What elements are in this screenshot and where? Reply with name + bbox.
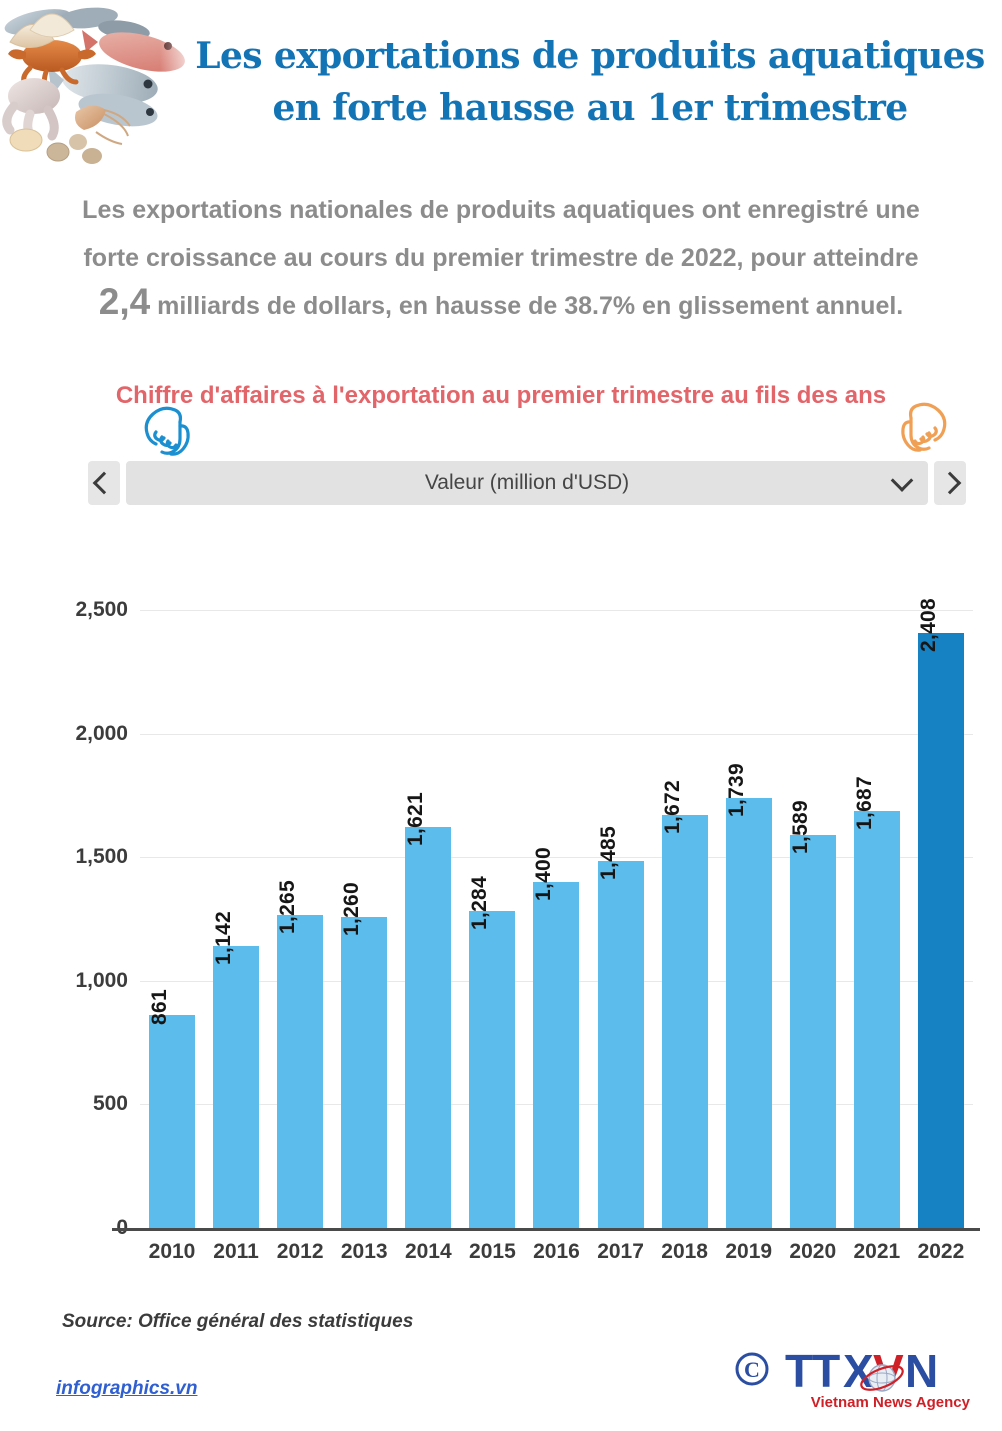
bar[interactable] bbox=[661, 814, 708, 1228]
bar-slot[interactable]: 1,265 bbox=[268, 610, 332, 1228]
gridline bbox=[140, 610, 973, 611]
x-axis-tick-label: 2011 bbox=[213, 1240, 259, 1263]
bar-value-label: 1,739 bbox=[724, 763, 748, 818]
bar[interactable] bbox=[405, 827, 452, 1228]
site-link[interactable]: infographics.vn bbox=[56, 1378, 198, 1399]
bar-slot[interactable]: 1,284 bbox=[460, 610, 524, 1228]
bar[interactable] bbox=[469, 910, 516, 1228]
seafood-photo bbox=[0, 0, 200, 168]
bar-value-label: 1,485 bbox=[596, 825, 620, 880]
chart-bars: 861 1,142 1,265 1,260 1,621 1,284 1,400 1,485 1,… bbox=[140, 598, 973, 1228]
header: Les exportations de produits aquatiques … bbox=[0, 0, 1002, 178]
bar-value-label: 861 bbox=[148, 989, 171, 1026]
pointing-hand-right-icon bbox=[893, 402, 949, 463]
bar-value-label: 1,400 bbox=[532, 846, 556, 901]
lead-text-part2: milliards de dollars, en hausse de 38.7%… bbox=[150, 292, 904, 320]
bar-slot[interactable]: 1,739 bbox=[717, 610, 781, 1228]
bar-value-label: 1,265 bbox=[276, 880, 300, 935]
y-axis-tick-label: 2,500 bbox=[75, 598, 128, 621]
bar-slot[interactable]: 861 bbox=[140, 610, 204, 1228]
chart-x-axis-line bbox=[112, 1228, 980, 1231]
y-axis-tick-label: 500 bbox=[92, 1092, 128, 1116]
x-axis-tick-label: 2017 bbox=[597, 1240, 644, 1263]
bar[interactable] bbox=[277, 915, 324, 1228]
gridline bbox=[140, 857, 973, 859]
bar[interactable] bbox=[533, 881, 580, 1228]
series-dropdown[interactable]: Valeur (million d'USD) bbox=[126, 461, 928, 505]
bar[interactable] bbox=[725, 798, 772, 1228]
svg-text:N: N bbox=[905, 1345, 938, 1397]
svg-text:C: C bbox=[744, 1357, 760, 1382]
lead-highlight-value: 2,4 bbox=[98, 281, 151, 322]
lead-text-part1: Les exportations nationales de produits … bbox=[82, 196, 920, 272]
bar-slot[interactable]: 1,589 bbox=[781, 610, 845, 1228]
bar[interactable] bbox=[917, 632, 964, 1228]
ttxvn-logo: C TT X V N Vietnam News Agency bbox=[730, 1343, 971, 1415]
bar-value-label: 1,589 bbox=[788, 800, 812, 855]
svg-text:TT: TT bbox=[785, 1345, 840, 1397]
gridline bbox=[140, 733, 973, 735]
x-axis-tick-label: 2020 bbox=[789, 1240, 837, 1263]
next-series-button[interactable] bbox=[934, 461, 966, 505]
prev-series-button[interactable] bbox=[88, 461, 120, 505]
x-axis-tick-label: 2019 bbox=[725, 1240, 773, 1263]
chart-subheading: Chiffre d'affaires à l'exportation au pr… bbox=[115, 382, 887, 409]
bar-value-label: 1,687 bbox=[852, 775, 876, 831]
pointing-hand-left-icon bbox=[142, 406, 198, 463]
bar-value-label: 1,260 bbox=[340, 881, 364, 936]
bar[interactable] bbox=[597, 860, 644, 1228]
bar-value-label: 1,142 bbox=[212, 910, 236, 965]
bar-slot[interactable]: 1,485 bbox=[589, 610, 653, 1228]
bar-slot[interactable]: 2,408 bbox=[909, 598, 973, 1228]
page-title: Les exportations de produits aquatiques … bbox=[190, 30, 990, 134]
bar[interactable] bbox=[789, 835, 836, 1228]
bar-slot[interactable]: 1,621 bbox=[396, 610, 460, 1228]
x-axis-tick-label: 2022 bbox=[917, 1240, 965, 1263]
bar-value-label: 1,284 bbox=[468, 875, 492, 930]
bar-value-label: 1,621 bbox=[404, 792, 428, 847]
x-axis-tick-label: 2013 bbox=[340, 1240, 388, 1263]
bar-slot[interactable]: 1,672 bbox=[653, 610, 717, 1228]
series-selector-row: Valeur (million d'USD) bbox=[88, 461, 966, 505]
x-axis-tick-label: 2018 bbox=[661, 1240, 708, 1263]
bar[interactable] bbox=[149, 1015, 195, 1228]
series-dropdown-label: Valeur (million d'USD) bbox=[424, 471, 630, 494]
y-axis-tick-label: 0 bbox=[0, 1216, 128, 1240]
svg-text:X: X bbox=[843, 1345, 874, 1397]
chart-x-axis-labels: 2010 2011 2012 2013 2014 2015 2016 2017 2018 2019… bbox=[140, 1240, 973, 1264]
chevron-down-glyph bbox=[890, 469, 914, 492]
title-line-2: en forte hausse au 1er trimestre bbox=[272, 87, 908, 129]
bar-slot[interactable]: 1,260 bbox=[332, 610, 396, 1228]
chevron-left-icon bbox=[92, 471, 116, 495]
x-axis-tick-label: 2014 bbox=[404, 1240, 452, 1263]
x-axis-tick-label: 2015 bbox=[469, 1240, 516, 1263]
bar-slot[interactable]: 1,400 bbox=[524, 610, 588, 1228]
x-axis-tick-label: 2016 bbox=[533, 1240, 580, 1263]
source-note: Source: Office général des statistiques bbox=[62, 1311, 414, 1332]
bar-value-label: 2,408 bbox=[916, 597, 940, 652]
bar[interactable] bbox=[341, 916, 388, 1228]
title-line-1: Les exportations de produits aquatiques bbox=[195, 35, 985, 77]
x-axis-tick-label: 2021 bbox=[853, 1240, 901, 1263]
y-axis-tick-label: 1,000 bbox=[75, 968, 128, 992]
bar[interactable] bbox=[853, 810, 900, 1228]
svg-text:Vietnam News Agency: Vietnam News Agency bbox=[811, 1394, 970, 1411]
x-axis-tick-label: 2010 bbox=[148, 1240, 196, 1263]
lead-paragraph: Les exportations nationales de produits … bbox=[55, 186, 947, 330]
bar[interactable] bbox=[213, 945, 260, 1228]
x-axis-tick-label: 2012 bbox=[276, 1240, 324, 1263]
chevron-down-icon[interactable] bbox=[890, 469, 914, 492]
bar-slot[interactable]: 1,687 bbox=[845, 610, 909, 1228]
bar-value-label: 1,672 bbox=[660, 779, 684, 834]
bar-slot[interactable]: 1,142 bbox=[204, 610, 268, 1228]
chevron-right-icon bbox=[938, 471, 962, 495]
y-axis-tick-label: 2,000 bbox=[75, 721, 128, 745]
y-axis-tick-label: 1,500 bbox=[75, 845, 128, 869]
bar-chart: 0 500 1,000 1,500 2,000 2,500 861 1,142 1,265 1,… bbox=[0, 560, 1002, 1290]
